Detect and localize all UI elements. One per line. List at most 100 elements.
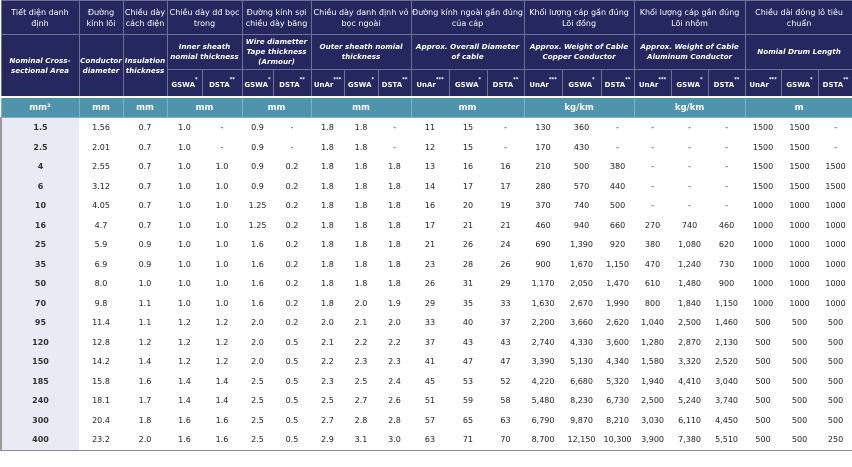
cell-insulation: 0.9 (138, 240, 152, 250)
cell-diameter: 21 (424, 240, 436, 250)
subheader-cu-gswa: GSWA* (561, 69, 602, 98)
cell-drum-length: 250 (818, 430, 852, 451)
cell-outer-sheath: 2.5 (321, 396, 334, 406)
header-diameter-vn: Đường kính ngoài gần đúng của cáp (410, 0, 525, 35)
subheader-al-unar: UnAr*** (633, 69, 672, 98)
cell-armour: 0.9 (251, 162, 264, 172)
header-copper-weight-en: Approx. Weight of Cable Copper Conductor (523, 34, 635, 70)
cell-drum-length: 1500 (789, 162, 810, 172)
table-row: 150 14.2 1.4 1.2 1.2 2.0 0.5 2.2 2.3 2.3 41 47 47 3,3… (0, 352, 852, 372)
cell-outer-sheath: 2.0 (388, 318, 401, 328)
cell-copper-weight: 920 (609, 240, 626, 250)
cell-outer-sheath: - (393, 123, 396, 133)
cell-inner-sheath: 1.4 (215, 396, 229, 406)
cell-armour: 0.5 (285, 415, 299, 425)
cell-outer-sheath: 1.8 (354, 201, 368, 211)
cell-inner-sheath: 1.0 (215, 201, 229, 211)
cell-outer-sheath: 1.8 (388, 201, 401, 211)
cell-inner-sheath: 1.0 (178, 298, 191, 308)
cell-diameter: 35 (462, 298, 474, 308)
cell-drum-length: 1000 (789, 240, 810, 250)
cell-aluminum-weight: 380 (644, 240, 661, 250)
cell-drum-length: - (834, 142, 837, 152)
cell-drum-length: 1000 (752, 298, 774, 308)
cell-copper-weight: 500 (609, 201, 626, 211)
cell-drum-length: 500 (791, 357, 808, 367)
cell-aluminum-weight: 2,870 (678, 337, 701, 347)
cell-copper-weight: 5,480 (531, 396, 555, 406)
cell-copper-weight: 5,320 (606, 376, 629, 386)
cell-drum-length: 1000 (789, 279, 810, 289)
subheader-inner-dsta: DSTA** (201, 69, 243, 98)
cell-diameter: 37 (500, 318, 511, 328)
cell-conductor: 15.8 (92, 376, 110, 386)
cell-copper-weight: 460 (535, 220, 551, 230)
cell-drum-length: 1500 (752, 142, 774, 152)
cell-inner-sheath: - (220, 123, 224, 133)
unit-armour: mm (241, 96, 312, 118)
cell-aluminum-weight: 7,380 (671, 430, 709, 451)
header-outer-sheath-en: Outer sheath nomial thickness (310, 34, 412, 70)
footnote-mark: ** (843, 77, 849, 83)
cell-copper-weight: 430 (573, 142, 590, 152)
subheader-label: UnAr (529, 81, 549, 89)
cell-aluminum-weight: - (651, 201, 654, 211)
subheader-label: DSTA (209, 81, 230, 89)
cell-inner-sheath: 1.0 (178, 279, 191, 289)
cell-insulation: 0.7 (138, 123, 152, 133)
cell-area: 240 (0, 391, 79, 411)
table-header: Tiết diện danh định Đường kính lõi Chiều… (0, 0, 852, 118)
cell-aluminum-weight: 3,900 (634, 430, 672, 451)
cell-aluminum-weight: 800 (644, 298, 661, 308)
table-row: 16 4.7 0.7 1.0 1.0 1.25 0.2 1.8 1.8 1.8 17 21 21 460 9… (0, 215, 852, 235)
subheader-label: GSWA (454, 81, 479, 89)
unit-conductor: mm (78, 96, 124, 118)
cell-drum-length: 500 (827, 376, 844, 386)
subheader-label: GSWA (244, 81, 269, 89)
cell-outer-sheath: 1.8 (354, 279, 368, 289)
cell-inner-sheath: 1.0 (215, 259, 229, 269)
cell-outer-sheath: 2.8 (388, 415, 401, 425)
cell-insulation: 1.1 (138, 318, 152, 328)
header-diameter-en: Approx. Overall Diameter of cable (410, 34, 525, 70)
cell-inner-sheath: 1.4 (215, 376, 229, 386)
cell-inner-sheath: 1.4 (178, 376, 191, 386)
cell-diameter: 63 (411, 430, 450, 451)
subheader-label: GSWA (568, 81, 593, 89)
cell-copper-weight: 940 (573, 220, 590, 230)
cell-aluminum-weight: 1,080 (678, 240, 701, 250)
cell-area: 50 (0, 274, 79, 294)
unit-aluminum-weight: kg/km (633, 96, 746, 118)
cell-inner-sheath: 1.0 (178, 259, 191, 269)
cell-area: 150 (0, 352, 79, 372)
cell-drum-length: 500 (791, 415, 808, 425)
cell-insulation: 1.7 (138, 396, 152, 406)
cell-outer-sheath: 2.2 (321, 357, 334, 367)
cell-insulation: 1.8 (138, 415, 152, 425)
cell-inner-sheath: 1.2 (178, 318, 191, 328)
cell-copper-weight: 8,700 (524, 430, 563, 451)
cell-copper-weight: 660 (609, 220, 626, 230)
cell-aluminum-weight: 270 (644, 220, 661, 230)
cell-armour: 1.25 (248, 220, 267, 230)
cell-insulation: 1.4 (138, 357, 152, 367)
cell-diameter: 24 (500, 240, 511, 250)
cell-drum-length: 1500 (825, 181, 846, 191)
subheader-drum-gswa: GSWA* (780, 69, 819, 98)
cell-aluminum-weight: - (651, 162, 654, 172)
cell-conductor: 6.9 (94, 259, 108, 269)
subheader-label: DSTA (822, 81, 844, 89)
cell-aluminum-weight: 610 (644, 279, 661, 289)
cell-drum-length: 500 (791, 396, 808, 406)
cell-drum-length: 500 (755, 337, 771, 347)
cell-outer-sheath: 1.8 (321, 201, 334, 211)
subheader-dia-unar: UnAr*** (410, 69, 450, 98)
cell-diameter: 43 (500, 337, 511, 347)
subheader-drum-dsta: DSTA** (817, 69, 852, 98)
subheader-dia-dsta: DSTA** (486, 69, 525, 98)
cell-copper-weight: 6,790 (531, 415, 555, 425)
cell-outer-sheath: - (393, 142, 396, 152)
cell-copper-weight: 130 (535, 123, 551, 133)
cell-diameter: 43 (462, 337, 474, 347)
unit-area: mm² (0, 96, 80, 118)
